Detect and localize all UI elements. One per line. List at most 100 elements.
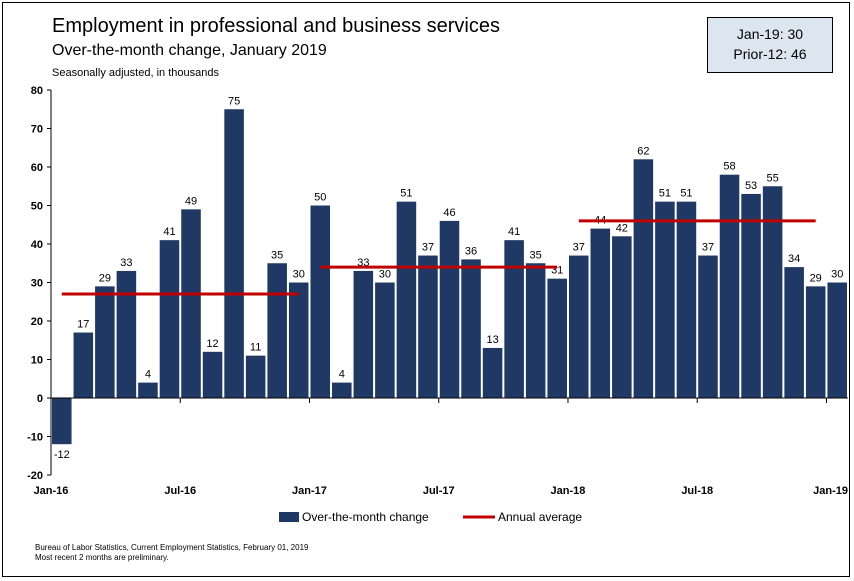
y-tick-label: 40 [31, 239, 43, 251]
data-label: 34 [788, 253, 800, 265]
data-label: 62 [637, 145, 649, 157]
data-label: 41 [163, 226, 175, 238]
x-tick-label: Jan-16 [34, 485, 69, 497]
bar [612, 236, 632, 398]
bar [676, 201, 697, 398]
data-label: 50 [314, 192, 326, 204]
bar [590, 228, 611, 398]
data-label: 37 [422, 242, 434, 254]
chart-subtitle: Over-the-month change, January 2019 [52, 42, 327, 59]
data-label: 4 [145, 369, 151, 381]
data-label: 53 [745, 180, 757, 192]
x-tick-label: Jul-18 [681, 485, 713, 497]
data-label: 4 [339, 369, 345, 381]
bar [568, 255, 589, 398]
bar [52, 398, 72, 445]
data-label: 33 [120, 257, 132, 269]
data-label: 30 [379, 269, 391, 281]
bar [245, 355, 266, 398]
bar [504, 240, 524, 398]
data-label: 51 [680, 188, 692, 200]
bar [461, 259, 481, 398]
data-label: 75 [228, 95, 240, 107]
y-tick-label: 30 [31, 278, 43, 290]
chart-title: Employment in professional and business … [52, 15, 500, 37]
x-tick-label: Jul-17 [423, 485, 455, 497]
y-tick-label: 50 [31, 201, 43, 213]
bar [396, 201, 417, 398]
bar [159, 240, 180, 398]
data-label: 42 [616, 222, 628, 234]
x-tick-label: Jan-18 [551, 485, 586, 497]
bar [181, 209, 201, 398]
bars-group: -121729334414912751135305043330513746361… [52, 95, 847, 461]
data-label: 51 [659, 188, 671, 200]
bar [633, 159, 654, 398]
callout-latest: Jan-19: 30 [736, 26, 804, 42]
data-label: 46 [443, 207, 455, 219]
data-label: 51 [400, 188, 412, 200]
y-tick-label: 0 [37, 393, 43, 405]
bar [375, 282, 395, 398]
bar [95, 286, 115, 398]
y-tick-label: 20 [31, 316, 43, 328]
data-label: 37 [573, 242, 585, 254]
legend: Over-the-month change Annual average [279, 510, 582, 524]
bar [202, 351, 223, 398]
data-label: 29 [810, 272, 822, 284]
y-tick-label: 80 [31, 85, 43, 97]
bar [288, 282, 309, 398]
bar [547, 278, 567, 398]
y-tick-label: -10 [27, 432, 43, 444]
y-axis: -20 -10 0 10 20 30 40 50 60 70 80 [27, 85, 52, 482]
data-label: 30 [831, 269, 843, 281]
bar [224, 109, 244, 398]
y-tick-label: -20 [27, 470, 43, 482]
legend-swatch-bars [279, 512, 299, 522]
data-label: 35 [530, 249, 542, 261]
bar [116, 270, 137, 398]
bar [482, 347, 503, 398]
bar [418, 255, 438, 398]
bar [353, 270, 374, 398]
data-label: 49 [185, 195, 197, 207]
annual-average-lines [61, 219, 816, 296]
bar [741, 193, 761, 398]
source-note: Bureau of Labor Statistics, Current Empl… [35, 543, 309, 552]
legend-label-average: Annual average [498, 510, 582, 524]
data-label: 12 [206, 338, 218, 350]
data-label: -12 [54, 449, 70, 461]
data-label: 58 [723, 161, 735, 173]
x-tick-label: Jul-16 [164, 485, 196, 497]
bar [762, 186, 783, 398]
y-tick-label: 60 [31, 162, 43, 174]
bar [267, 263, 287, 398]
bar [525, 263, 546, 398]
data-label: 30 [293, 269, 305, 281]
data-label: 29 [99, 272, 111, 284]
bar [719, 174, 740, 398]
data-label: 36 [465, 245, 477, 257]
bar [827, 282, 847, 398]
bar [310, 205, 331, 398]
bar [784, 267, 804, 398]
y-tick-label: 10 [31, 355, 43, 367]
bar [138, 382, 158, 398]
y-tick-label: 70 [31, 124, 43, 136]
preliminary-note: Most recent 2 months are preliminary. [35, 553, 169, 562]
x-axis: Jan-16 Jul-16 Jan-17 Jul-17 Jan-18 Jul-18 Jan-… [34, 397, 848, 497]
callout-prior: Prior-12: 46 [733, 46, 807, 62]
x-tick-label: Jan-17 [292, 485, 327, 497]
bar [698, 255, 718, 398]
bar [73, 332, 94, 398]
data-label: 11 [250, 342, 261, 354]
data-label: 55 [766, 172, 778, 184]
data-label: 35 [271, 249, 283, 261]
bar [439, 220, 460, 398]
data-label: 17 [77, 319, 89, 331]
data-label: 37 [702, 242, 714, 254]
data-label: 41 [508, 226, 520, 238]
bar [332, 382, 352, 398]
bar [655, 201, 675, 398]
